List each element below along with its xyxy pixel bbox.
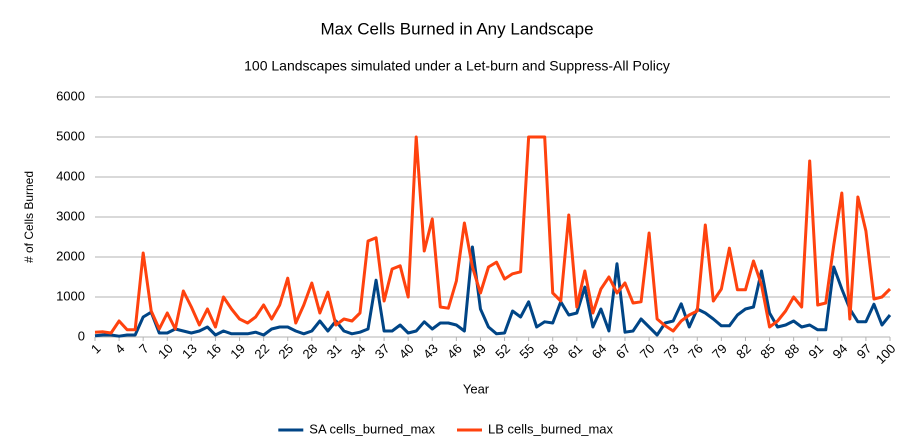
legend-label: SA cells_burned_max [309,421,435,436]
y-tick-label: 2000 [56,248,85,263]
y-tick-label: 4000 [56,168,85,183]
x-axis-label: Year [463,381,490,396]
y-tick-label: 6000 [56,88,85,103]
y-tick-label: 0 [78,328,85,343]
y-tick-label: 3000 [56,208,85,223]
y-tick-label: 1000 [56,288,85,303]
y-tick-label: 5000 [56,128,85,143]
y-axis-label: # of Cells Burned [22,171,36,263]
series-line [94,135,892,335]
series-line [94,245,892,338]
chart-subtitle: 100 Landscapes simulated under a Let-bur… [244,58,670,74]
legend-label: LB cells_burned_max [488,421,614,436]
chart-title: Max Cells Burned in Any Landscape [320,19,593,38]
